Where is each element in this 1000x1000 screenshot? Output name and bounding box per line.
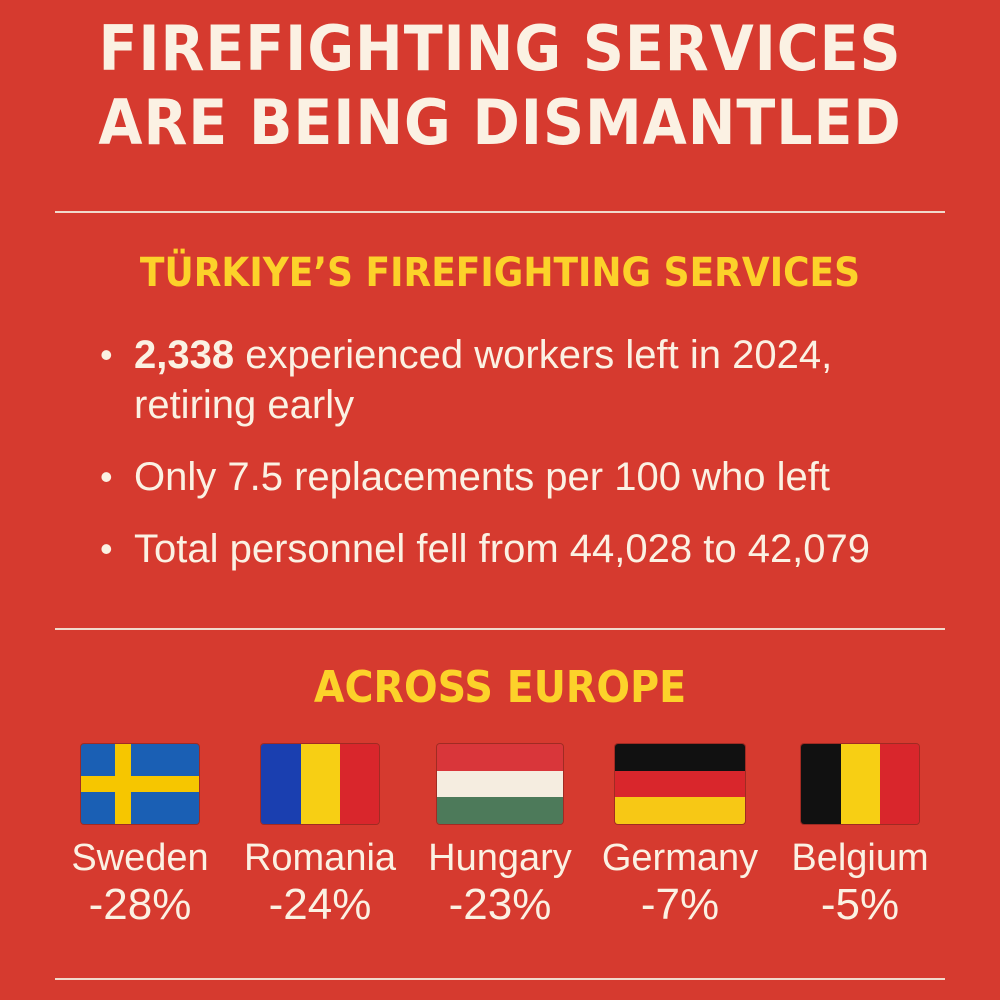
country-name: Belgium [791,837,929,879]
bullet-item: • Total personnel fell from 44,028 to 42… [100,524,960,574]
hungary-flag-icon [437,744,563,824]
country-change: -7% [640,880,720,929]
belgium-flag-icon [801,744,919,824]
page-title: FIREFIGHTING SERVICES ARE BEING DISMANTL… [40,12,960,160]
country-name: Romania [243,837,397,879]
romania-flag-icon [261,744,379,824]
divider-top [55,211,945,213]
country-change: -28% [88,880,192,929]
bullet-text: Total personnel fell from 44,028 to 42,0… [134,527,871,571]
country-germany: Germany -7% [590,744,770,930]
country-hungary: Hungary -23% [410,744,590,930]
country-change: -24% [268,880,372,929]
bullet-text: Only 7.5 replacements per 100 who left [134,455,830,499]
country-sweden: Sweden -28% [50,744,230,930]
country-name: Germany [601,837,759,879]
germany-flag-icon [615,744,745,824]
country-change: -23% [448,880,552,929]
country-name: Sweden [71,837,209,879]
country-belgium: Belgium -5% [770,744,950,930]
sweden-flag-icon [81,744,199,824]
bullet-icon: • [100,334,113,375]
divider-middle [55,628,945,630]
turkiye-bullet-list: • 2,338 experienced workers left in 2024… [100,330,960,596]
turkiye-heading: TÜRKIYE’S FIREFIGHTING SERVICES [139,250,861,296]
country-list: Sweden -28% Romania -24% Hungary -23% Ge… [50,744,950,954]
country-romania: Romania -24% [230,744,410,930]
bullet-icon: • [100,528,113,569]
europe-heading: ACROSS EUROPE [313,662,687,713]
title-line-1: FIREFIGHTING SERVICES [98,12,902,85]
bullet-highlight: 2,338 [134,333,235,377]
country-name: Hungary [428,837,572,879]
bullet-item: • Only 7.5 replacements per 100 who left [100,452,960,502]
title-line-2: ARE BEING DISMANTLED [98,86,902,159]
country-change: -5% [820,880,900,929]
bullet-icon: • [100,456,113,497]
bullet-text: experienced workers left in 2024, retiri… [134,333,833,427]
divider-bottom [55,978,945,980]
bullet-item: • 2,338 experienced workers left in 2024… [100,330,960,430]
